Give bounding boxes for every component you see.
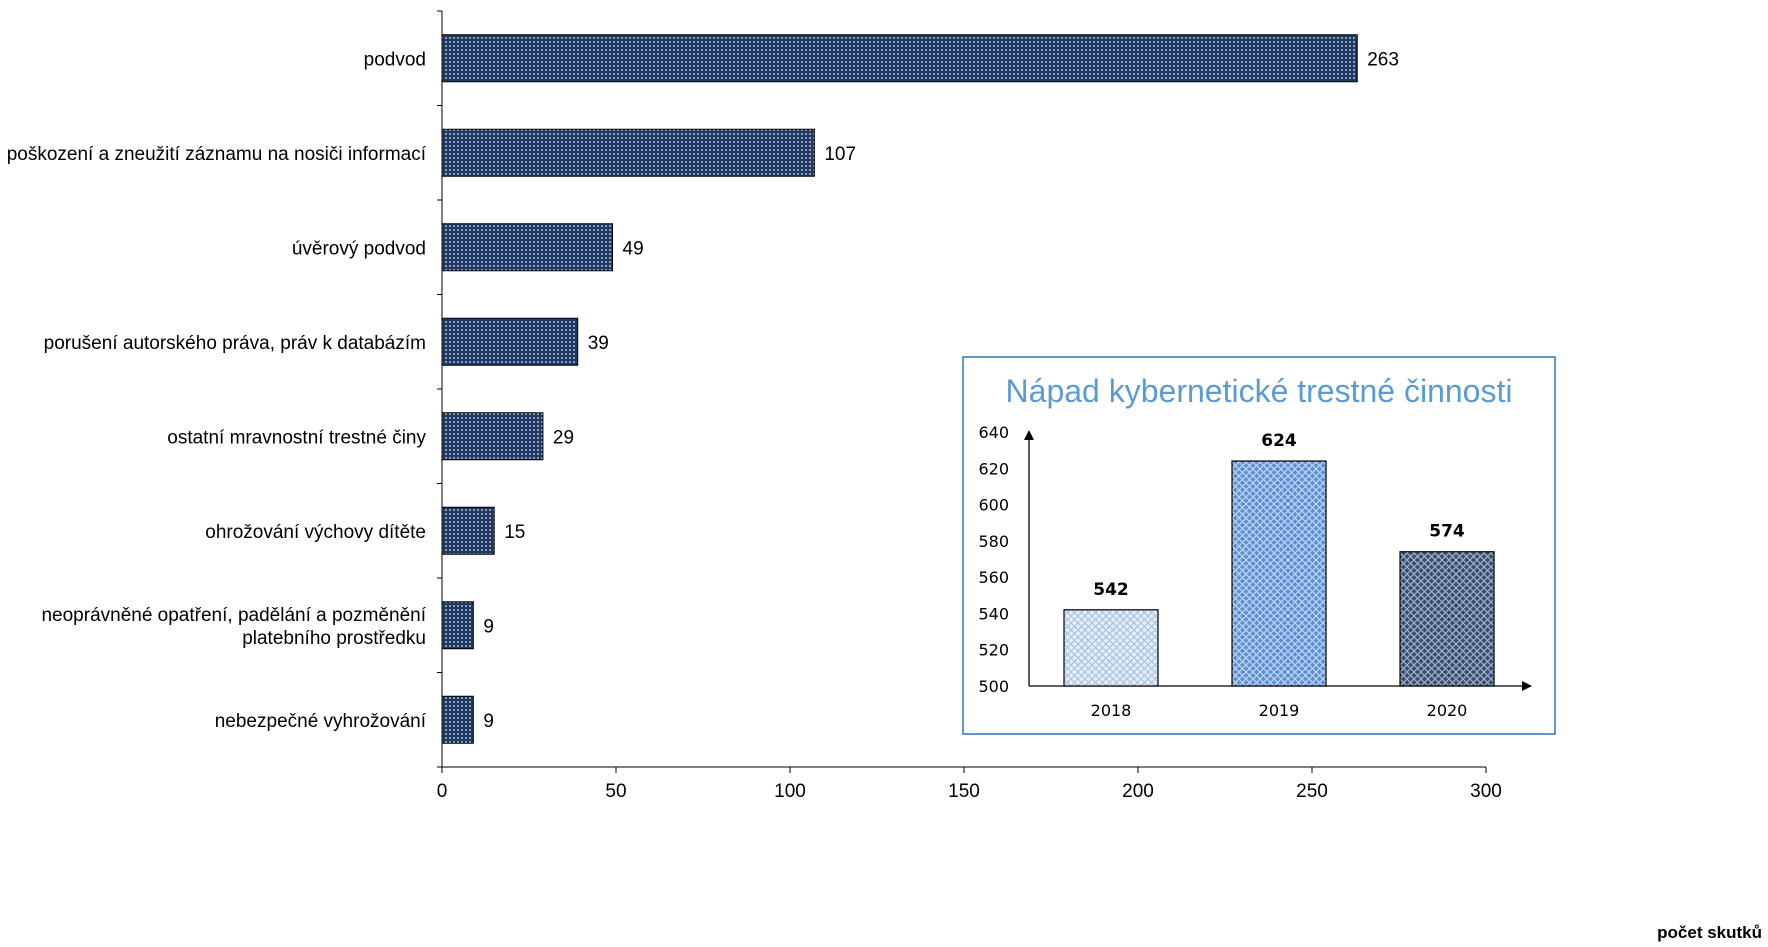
category-label: podvod <box>364 49 426 70</box>
inset-bar <box>1399 551 1495 687</box>
category-label: úvěrový podvod <box>292 238 426 259</box>
bar <box>441 506 495 555</box>
bar <box>441 223 614 272</box>
inset-data-label: 574 <box>1429 522 1465 542</box>
x-tick-label: 100 <box>774 781 806 802</box>
inset-x-tick-label: 2020 <box>1427 701 1468 720</box>
data-label: 107 <box>824 144 856 165</box>
inset-title: Nápad kybernetické trestné činnosti <box>1006 373 1513 409</box>
data-label: 29 <box>553 427 574 448</box>
inset-data-label: 542 <box>1093 580 1129 600</box>
inset-y-tick-label: 620 <box>978 459 1009 478</box>
data-label: 9 <box>483 711 494 732</box>
inset-chart: Nápad kybernetické trestné činnosti 500 52… <box>962 356 1556 735</box>
inset-data-label: 624 <box>1261 431 1297 451</box>
data-label: 49 <box>623 238 644 259</box>
inset-y-tick-label: 520 <box>978 641 1009 660</box>
category-label: ostatní mravnostní trestné činy <box>167 427 426 448</box>
x-axis-title: počet skutků <box>1657 923 1762 942</box>
inset-y-tick-label: 560 <box>978 568 1009 587</box>
inset-y-tick-label: 500 <box>978 677 1009 696</box>
data-label: 9 <box>483 616 494 637</box>
bar <box>441 412 544 461</box>
bar <box>441 317 579 366</box>
bar <box>441 695 474 744</box>
data-label: 263 <box>1367 49 1399 70</box>
category-label: poškození a zneužití záznamu na nosiči i… <box>7 144 427 165</box>
category-label: ohrožování výchovy dítěte <box>205 522 426 543</box>
x-tick-label: 0 <box>437 781 448 802</box>
data-label: 15 <box>504 522 525 543</box>
inset-bar <box>1231 460 1327 687</box>
inset-y-tick-label: 640 <box>978 423 1009 442</box>
inset-bar <box>1063 609 1159 687</box>
x-tick-label: 150 <box>948 781 980 802</box>
inset-y-tick-label: 540 <box>978 604 1009 623</box>
main-chart: 263 podvod 107 poškození a zneužití záznamu… <box>7 10 1762 942</box>
inset-x-tick-label: 2019 <box>1259 701 1300 720</box>
bar <box>441 34 1358 83</box>
category-label: neoprávněné opatření, padělání a pozměně… <box>41 605 426 626</box>
category-label: platebního prostředku <box>242 628 426 649</box>
x-tick-label: 200 <box>1122 781 1154 802</box>
category-label: porušení autorského práva, práv k databá… <box>44 333 426 354</box>
x-tick-label: 250 <box>1296 781 1328 802</box>
inset-x-tick-label: 2018 <box>1091 701 1132 720</box>
data-label: 39 <box>588 333 609 354</box>
bar <box>441 128 815 177</box>
bar <box>441 601 474 650</box>
category-label: nebezpečné vyhrožování <box>215 711 427 732</box>
inset-y-tick-label: 580 <box>978 532 1009 551</box>
x-tick-label: 300 <box>1470 781 1502 802</box>
x-tick-label: 50 <box>605 781 626 802</box>
inset-y-tick-label: 600 <box>978 496 1009 515</box>
